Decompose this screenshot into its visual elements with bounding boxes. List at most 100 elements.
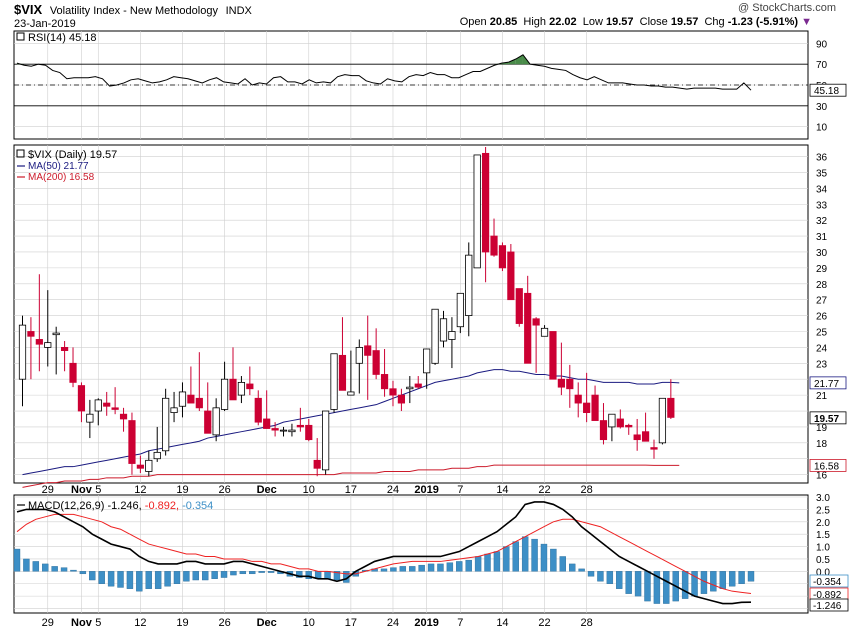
- macd-hist-bar: [117, 571, 124, 588]
- close-value: 19.57: [670, 16, 699, 28]
- macd-hist-bar: [23, 558, 30, 572]
- candle-body: [27, 331, 35, 337]
- price-tick-label: 23: [816, 359, 828, 370]
- macd-hist-bar: [305, 571, 312, 579]
- candle-body: [625, 424, 633, 428]
- rsi-tick-label: 70: [816, 60, 828, 71]
- x-axis-label: 17: [345, 617, 357, 629]
- high-label: High: [523, 16, 547, 28]
- x-axis-label: 24: [387, 617, 399, 629]
- candle-body: [86, 413, 94, 423]
- macd-last-value: -0.892: [813, 590, 842, 601]
- candle-body: [364, 345, 372, 356]
- macd-signal-line: [16, 513, 752, 594]
- macd-last-value: -1.246: [813, 601, 842, 612]
- macd-hist-bar: [503, 546, 510, 572]
- candle-body: [162, 397, 170, 452]
- macd-hist-bar: [324, 571, 331, 579]
- macd-hist-bar: [465, 559, 472, 572]
- price-tick-label: 30: [816, 248, 828, 259]
- rsi-tick-label: 10: [816, 123, 828, 134]
- macd-hist-bar: [728, 571, 736, 587]
- macd-hist-bar: [136, 571, 143, 592]
- candle-body: [574, 394, 582, 404]
- x-axis-label: 10: [303, 484, 315, 496]
- macd-hist-bar: [521, 536, 529, 572]
- macd-hist-bar: [89, 571, 96, 581]
- candle-body: [431, 308, 439, 364]
- ma200-legend-label: MA(200) 16.58: [28, 172, 95, 183]
- x-axis-label: 26: [218, 484, 230, 496]
- candle-body: [305, 424, 313, 441]
- candle-body: [397, 394, 406, 404]
- x-axis-label: 7: [457, 484, 463, 496]
- macd-hist-bar: [512, 541, 519, 572]
- rsi-overbought-fill: [515, 54, 523, 65]
- macd-hist-bar: [60, 567, 68, 572]
- ma50-legend-label: MA(50) 21.77: [28, 161, 89, 172]
- candle-body: [650, 447, 658, 450]
- chg-value: -1.23 (-5.91%): [727, 16, 799, 28]
- macd-hist-bar: [380, 568, 388, 572]
- candle-body: [204, 410, 212, 434]
- price-tick-label: 25: [816, 327, 828, 338]
- candle-body: [111, 407, 119, 410]
- macd-hist-bar: [474, 556, 482, 572]
- candle-body: [658, 397, 667, 444]
- price-panel-frame: [13, 144, 809, 484]
- price-tick-label: 18: [816, 439, 828, 450]
- macd-line: [16, 501, 752, 605]
- candle-body: [271, 428, 279, 431]
- low-value: 19.57: [605, 16, 634, 28]
- x-axis-label: Dec: [257, 617, 277, 629]
- down-arrow-icon: ▼: [801, 16, 812, 28]
- candle-body: [77, 385, 86, 412]
- price-tick-label: 33: [816, 200, 828, 211]
- candle-body: [246, 383, 254, 390]
- candle-body: [540, 327, 549, 337]
- candle-body: [103, 402, 111, 407]
- x-axis-label: Dec: [257, 484, 277, 496]
- x-axis-label: 28: [581, 484, 593, 496]
- x-axis-label: 12: [134, 484, 146, 496]
- candle-body: [465, 254, 473, 316]
- x-axis-label: 5: [95, 484, 101, 496]
- x-axis-label: 17: [345, 484, 357, 496]
- index-name: Volatility Index - New Methodology: [49, 5, 218, 17]
- macd-hist-bar: [79, 571, 87, 575]
- candle-body: [69, 362, 77, 383]
- macd-hist-bar: [493, 551, 501, 572]
- candle-body: [557, 378, 565, 388]
- price-tick-label: 34: [816, 184, 828, 195]
- macd-hist-bar: [126, 571, 134, 589]
- x-axis-label: 22: [538, 617, 550, 629]
- candle-body: [456, 292, 464, 328]
- macd-last-value-tag: [809, 574, 849, 588]
- candle-body: [18, 324, 27, 380]
- macd-hist-bar: [390, 567, 397, 572]
- rsi-legend-swatch: [16, 32, 25, 41]
- price-tick-label: 29: [816, 264, 828, 275]
- price-tick-label: 36: [816, 153, 828, 164]
- candle-body: [338, 354, 347, 391]
- ma200-line: [22, 464, 680, 488]
- candle-body: [355, 346, 363, 364]
- candle-body: [490, 235, 498, 256]
- rsi-last-value-tag: [809, 83, 847, 97]
- macd-tick-label: 1.5: [816, 530, 830, 541]
- macd-hist-bar: [399, 566, 407, 572]
- candle-body: [498, 245, 507, 269]
- macd-hist-bar: [653, 571, 661, 604]
- candle-body: [263, 418, 271, 429]
- x-axis-label: 24: [387, 484, 399, 496]
- rsi-last-value: 45.18: [814, 86, 839, 97]
- price-legend-label: $VIX (Daily) 19.57: [28, 149, 117, 161]
- macd-hist-bar: [531, 538, 538, 572]
- macd-hist-bar: [249, 571, 256, 575]
- x-axis-label: 19: [176, 617, 188, 629]
- candle-body: [583, 402, 591, 414]
- candle-body: [119, 413, 128, 420]
- macd-hist-bar: [230, 571, 237, 576]
- candle-body: [448, 331, 456, 340]
- macd-hist-bar: [70, 569, 77, 572]
